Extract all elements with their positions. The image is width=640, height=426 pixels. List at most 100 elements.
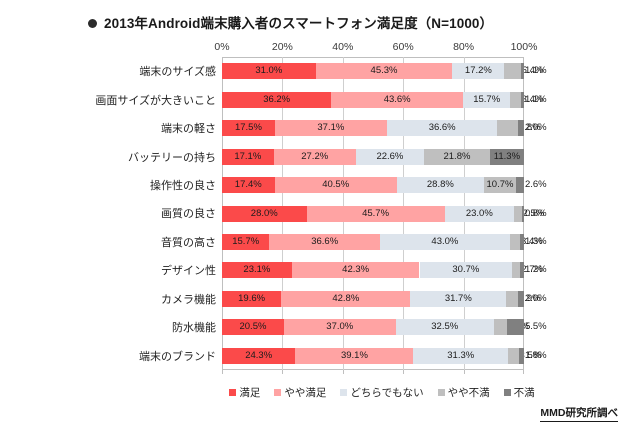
category-label: 防水機能 xyxy=(172,322,216,335)
legend-item[interactable]: 不満 xyxy=(503,385,535,400)
chart-legend: 満足 やや満足 どちらでもない やや不満 不満 xyxy=(222,385,542,400)
bar-segment xyxy=(518,347,524,364)
filled-circle-bullet-icon xyxy=(88,18,97,28)
plot-area: 31.0% 45.3% 17.2% 5.4% 1.1% 36.2% 43.6% 15.7% 3.… xyxy=(222,57,547,374)
bar-segment-value-label: 1.8% xyxy=(524,349,547,361)
legend-label: やや不満 xyxy=(447,387,490,399)
bar-segment-value-label: 2.5% xyxy=(522,207,545,219)
bar-segment-value-label: 2.0% xyxy=(524,122,547,134)
x-axis-tick-mark xyxy=(222,370,223,374)
bar-segment xyxy=(419,262,513,279)
legend-label: どちらでもない xyxy=(350,387,424,399)
chart-title-text: 2013年Android端末購入者のスマートフォン満足度（N=1000） xyxy=(104,16,494,31)
category-label: 操作性の良さ xyxy=(150,180,216,193)
x-axis-tick-label: 80% xyxy=(453,41,475,53)
bar-segment xyxy=(222,319,284,336)
legend-item[interactable]: やや満足 xyxy=(274,385,326,400)
bar-segment xyxy=(517,290,524,307)
bar-segment-value-label: 1.1% xyxy=(524,93,547,105)
category-label: デザイン性 xyxy=(161,265,216,278)
source-credit: MMD研究所調べ xyxy=(540,405,618,422)
bar-segment xyxy=(222,262,292,279)
bar-segment xyxy=(331,91,463,108)
bar-row: 19.6% 42.8% 31.7% 3.9% 2.0% xyxy=(222,290,547,307)
x-axis-tick-mark xyxy=(463,370,465,374)
bar-segment xyxy=(444,205,515,222)
bar-segment xyxy=(507,347,519,364)
bar-segment xyxy=(283,319,396,336)
bar-segment xyxy=(274,177,397,194)
bar-row: 15.7% 36.6% 43.0% 3.4% 1.3% xyxy=(222,233,547,250)
bar-segment-value-label: 1.3% xyxy=(524,235,547,247)
bar-segment xyxy=(295,347,414,364)
bar-row: 17.5% 37.1% 36.6% 6.8% 2.0% xyxy=(222,120,547,137)
bar-segment xyxy=(306,205,445,222)
bar-segment xyxy=(520,91,524,108)
bar-segment xyxy=(222,177,275,194)
bar-segment xyxy=(462,91,511,108)
bar-segment xyxy=(396,177,484,194)
legend-item[interactable]: 満足 xyxy=(229,385,260,400)
bar-row: 20.5%37.0%32.5%4.5%5.5% xyxy=(222,319,547,336)
legend-swatch-icon xyxy=(503,389,511,396)
bar-segment xyxy=(222,290,282,307)
bar-segment-value-label: 3.4% xyxy=(521,235,543,247)
x-axis-tick-label: 100% xyxy=(510,41,538,53)
bar-row: 23.1% 42.3% 30.7% 2.7% 1.2% xyxy=(222,262,547,279)
bar-row: 17.4% 40.5% 28.8% 10.7% 2.6% xyxy=(222,177,547,194)
legend-swatch-icon xyxy=(229,389,237,396)
category-axis-labels: 端末のサイズ感画面サイズが大きいこと端末の軽さバッテリーの持ち操作性の良さ画質の… xyxy=(95,57,216,370)
bar-segment xyxy=(315,63,453,80)
bar-segment xyxy=(510,91,521,108)
bar-segment xyxy=(521,205,524,222)
bar-segment xyxy=(222,91,332,108)
bar-segment-value-label: 1.2% xyxy=(524,264,547,276)
bar-segment xyxy=(483,177,517,194)
category-label: バッテリーの持ち xyxy=(128,151,216,164)
legend-swatch-icon xyxy=(437,389,445,396)
bar-segment xyxy=(489,148,524,165)
bar-segment xyxy=(504,63,521,80)
legend-item[interactable]: どちらでもない xyxy=(340,385,424,400)
bar-segment xyxy=(274,120,387,137)
bar-segment xyxy=(222,233,270,250)
category-label: 画面サイズが大きいこと xyxy=(95,94,216,107)
bar-segment xyxy=(222,148,274,165)
category-label: 端末の軽さ xyxy=(161,123,216,136)
bar-segment xyxy=(516,177,524,194)
bar-row: 36.2% 43.6% 15.7% 3.4% 1.1% xyxy=(222,91,547,108)
category-label: 端末のサイズ感 xyxy=(139,66,216,79)
bar-segment-value-label: 5.4% xyxy=(521,65,544,77)
bar-segment xyxy=(514,205,522,222)
bar-row: 24.3% 39.1% 31.3% 3.5% 1.8% xyxy=(222,347,547,364)
bar-segment xyxy=(424,148,490,165)
bar-segment xyxy=(222,347,296,364)
x-axis-tick-mark xyxy=(523,370,524,374)
x-axis-tick-label: 20% xyxy=(271,41,293,53)
bar-segment xyxy=(222,63,316,80)
bar-segment-value-label: 5.5% xyxy=(524,321,547,333)
legend-label: やや満足 xyxy=(284,387,327,399)
bar-segment xyxy=(512,262,521,279)
category-label: カメラ機能 xyxy=(161,293,216,306)
bar-segment-value-label: 3.4% xyxy=(521,93,544,105)
legend-swatch-icon xyxy=(340,389,348,396)
bar-segment-value-label: 0.8% xyxy=(524,207,547,219)
x-axis-tick-label: 40% xyxy=(332,41,354,53)
bar-segment xyxy=(355,148,425,165)
legend-swatch-icon xyxy=(274,389,282,396)
bar-segment xyxy=(520,262,524,279)
bar-segment xyxy=(507,319,524,336)
bar-segment xyxy=(493,319,508,336)
bar-segment xyxy=(395,319,494,336)
category-label: 画質の良さ xyxy=(161,208,216,221)
bar-segment-value-label: 2.6% xyxy=(524,179,547,191)
bar-segment xyxy=(410,290,507,307)
x-axis-tick-mark xyxy=(282,370,284,374)
bar-row: 17.1% 27.2% 22.6% 21.8% 11.3% xyxy=(222,148,524,165)
legend-item[interactable]: やや不満 xyxy=(437,385,490,400)
legend-label: 満足 xyxy=(239,387,261,399)
bar-segment xyxy=(452,63,505,80)
bar-segment xyxy=(281,290,411,307)
